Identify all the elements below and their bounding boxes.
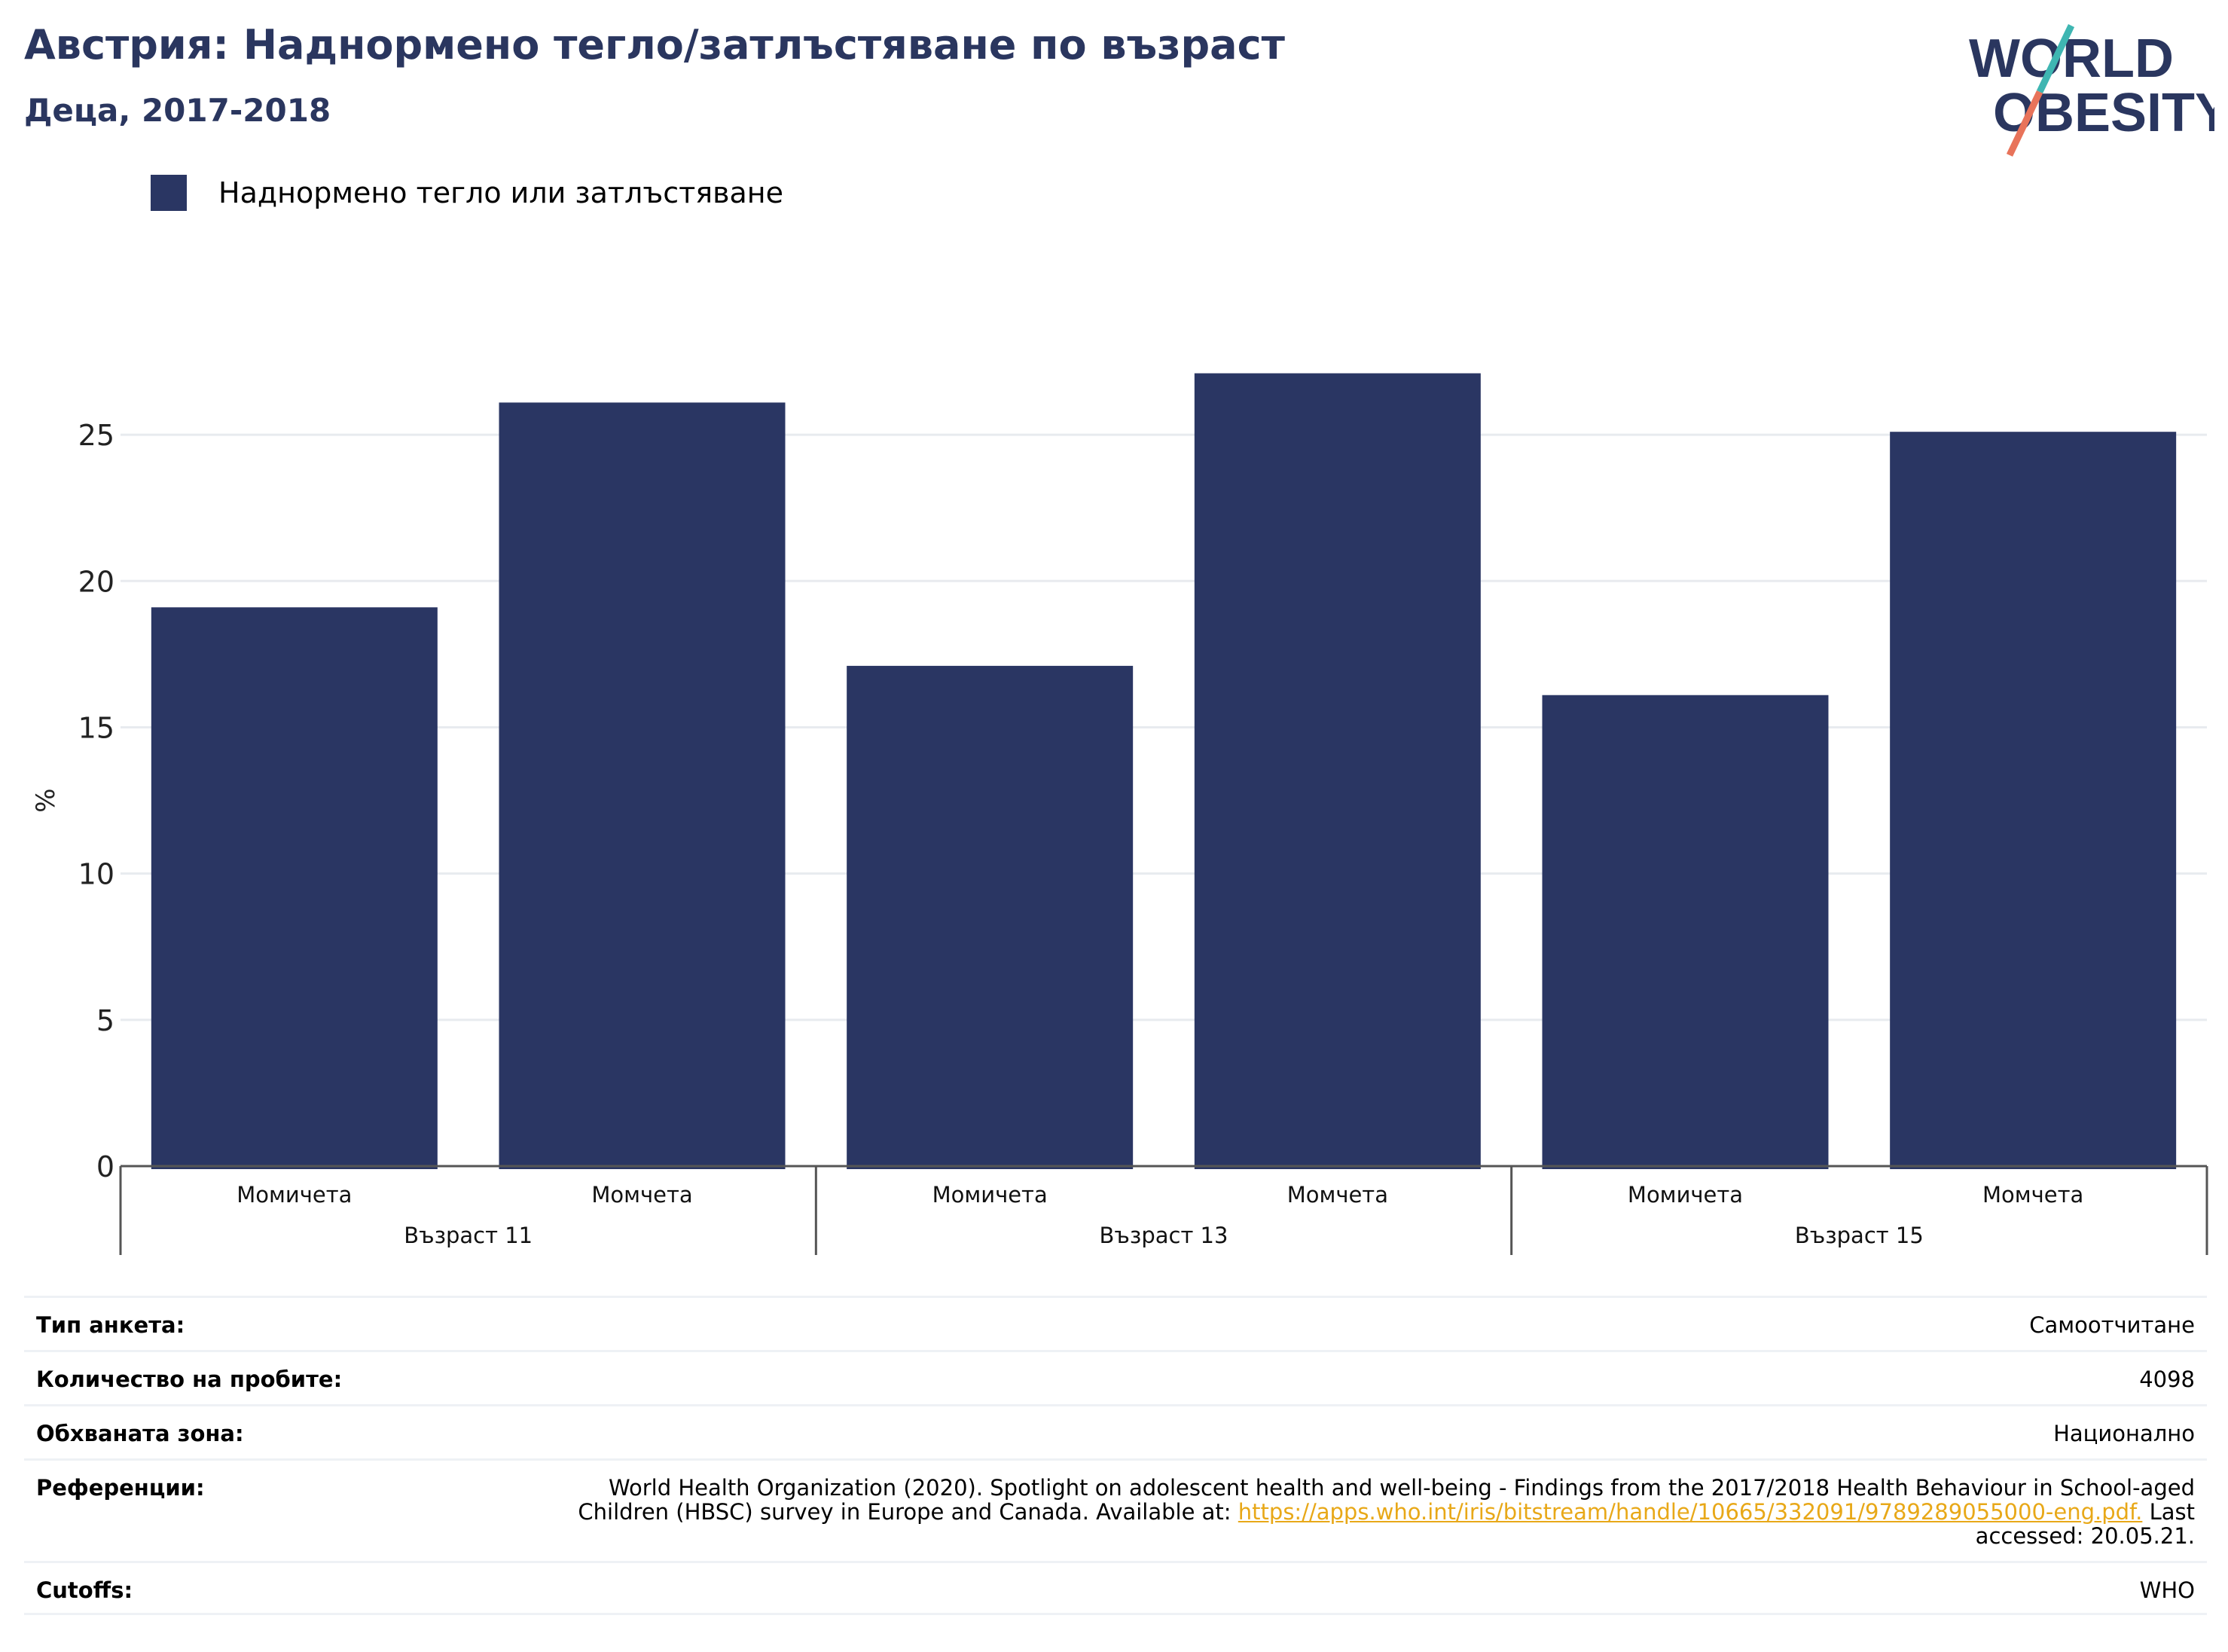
bar (499, 402, 786, 1169)
references-link[interactable]: https://apps.who.int/iris/bitstream/hand… (1238, 1499, 2143, 1525)
x-group-label: Възраст 13 (1100, 1223, 1228, 1248)
references-suffix: Last accessed: 20.05.21. (1975, 1499, 2195, 1549)
meta-row-sample-size: Количество на пробите: 4098 (24, 1350, 2207, 1404)
legend-label: Наднормено тегло или затлъстяване (218, 176, 783, 209)
world-obesity-logo: WORLD OBESITY (1966, 23, 2228, 161)
y-tick-label: 15 (78, 711, 114, 744)
metadata-table: Тип анкета: Самоотчитане Количество на п… (24, 1296, 2207, 1615)
bar-chart: 0 5 10 15 20 25% Момичета Момчета Възраст 11 Моми… (31, 373, 2208, 1255)
meta-key: Тип анкета: (36, 1312, 185, 1338)
logo-word-1: WORLD (1969, 29, 2174, 89)
y-tick-label: 5 (96, 1004, 114, 1037)
page-subtitle: Деца, 2017-2018 (24, 92, 331, 129)
bar (847, 665, 1134, 1169)
meta-row-references: Референции: World Health Organization (2… (24, 1458, 2207, 1561)
y-tick-label: 20 (78, 565, 114, 598)
x-category-label: Момчета (1982, 1182, 2083, 1208)
x-category-label: Момчета (1287, 1182, 1388, 1208)
y-tick-label: 0 (96, 1150, 114, 1183)
meta-key: Cutoffs: (36, 1577, 133, 1603)
y-tick-label: 10 (78, 858, 114, 891)
meta-key: Количество на пробите: (36, 1366, 343, 1392)
y-tick-label: 25 (78, 419, 114, 452)
meta-row-cutoffs: Cutoffs: WHO (24, 1561, 2207, 1615)
x-category-label: Момчета (591, 1182, 692, 1208)
x-category-label: Момичета (1628, 1182, 1743, 1208)
meta-value: Самоотчитане (2029, 1312, 2195, 1338)
meta-key: Референции: (36, 1475, 205, 1501)
x-category-label: Момичета (932, 1182, 1048, 1208)
references-value: World Health Organization (2020). Spotli… (575, 1476, 2195, 1548)
x-group-label: Възраст 15 (1795, 1223, 1924, 1248)
meta-value: 4098 (2139, 1366, 2195, 1392)
references-text: World Health Organization (2020). Spotli… (578, 1475, 2195, 1525)
legend-swatch (151, 175, 187, 211)
x-group-label: Възраст 11 (404, 1223, 533, 1248)
meta-row-survey-type: Тип анкета: Самоотчитане (24, 1296, 2207, 1350)
x-category-label: Момичета (237, 1182, 352, 1208)
meta-key: Обхваната зона: (36, 1421, 244, 1446)
page-title: Австрия: Наднормено тегло/затлъстяване п… (24, 21, 1285, 69)
meta-value: WHO (2139, 1577, 2195, 1603)
meta-value: Национално (2053, 1421, 2195, 1446)
bar (1542, 695, 1829, 1169)
bar (1890, 432, 2177, 1169)
chart-legend: Наднормено тегло или затлъстяване (151, 175, 783, 211)
meta-row-area: Обхваната зона: Национално (24, 1404, 2207, 1458)
y-axis-label: % (31, 788, 61, 812)
bar (1194, 373, 1481, 1169)
bar (151, 607, 438, 1169)
